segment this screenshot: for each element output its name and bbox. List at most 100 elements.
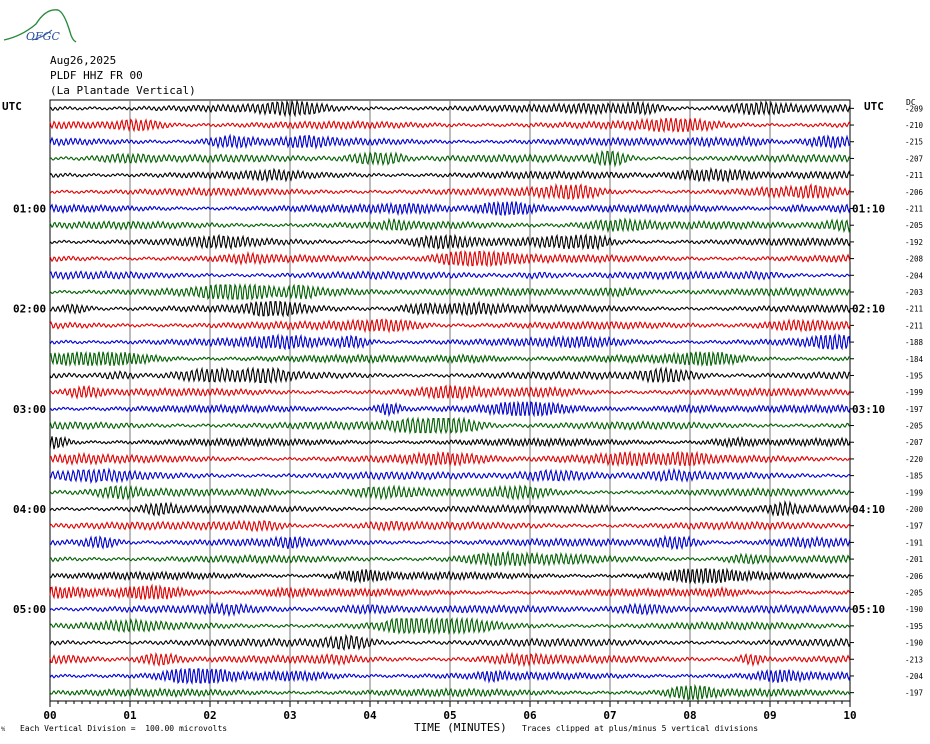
dc-offset-label: -190 — [905, 639, 924, 648]
left-hour-label: 03:00 — [13, 403, 46, 416]
x-tick-label: 08 — [683, 709, 696, 722]
dc-offset-label: -207 — [905, 438, 923, 447]
right-utc-label: UTC — [864, 100, 884, 113]
dc-offset-label: -213 — [905, 655, 923, 664]
x-tick-label: 04 — [363, 709, 377, 722]
station-location: (La Plantade Vertical) — [50, 84, 196, 97]
dc-label: DC — [906, 98, 916, 107]
x-tick-label: 02 — [203, 709, 216, 722]
left-hour-label: 02:00 — [13, 303, 46, 316]
scale-note: Each Vertical Division = 100.00 microvol… — [20, 724, 228, 733]
left-hour-label: 01:00 — [13, 203, 46, 216]
dc-offset-label: -200 — [905, 505, 924, 514]
station-code: PLDF HHZ FR 00 — [50, 69, 143, 82]
x-tick-label: 06 — [523, 709, 537, 722]
trace-line — [49, 667, 851, 685]
dc-offset-label: -197 — [905, 522, 923, 531]
dc-offset-label: -211 — [905, 305, 923, 314]
trace-line — [49, 467, 851, 485]
trace-line — [49, 99, 851, 118]
trace-line — [49, 166, 851, 184]
dc-offset-label: -211 — [905, 171, 923, 180]
x-tick-label: 05 — [443, 709, 456, 722]
x-tick-label: 07 — [603, 709, 616, 722]
clip-note: Traces clipped at plus/minus 5 vertical … — [522, 724, 759, 733]
dc-offset-label: -190 — [905, 605, 924, 614]
trace-line — [49, 400, 851, 418]
dc-offset-label: -192 — [905, 238, 923, 247]
trace-line — [49, 300, 851, 318]
trace-line — [49, 182, 851, 201]
trace-line — [49, 683, 851, 701]
trace-line — [49, 583, 851, 600]
dc-offset-label: -188 — [905, 338, 924, 347]
right-hour-label: 04:10 — [852, 503, 885, 516]
trace-line — [49, 601, 851, 618]
trace-line — [49, 519, 851, 533]
trace-line — [49, 567, 851, 585]
x-tick-label: 00 — [43, 709, 56, 722]
logo-mountain-icon — [3, 9, 77, 43]
trace-line — [49, 350, 851, 367]
logo-text: OFGC — [26, 30, 60, 43]
trace-line — [49, 200, 851, 217]
trace-line — [49, 282, 851, 301]
trace-line — [49, 384, 851, 401]
right-hour-label: 01:10 — [852, 203, 885, 216]
trace-line — [49, 133, 851, 150]
right-hour-label: 02:10 — [852, 303, 885, 316]
trace-line — [49, 366, 851, 384]
dc-offset-label: -195 — [905, 622, 923, 631]
right-hour-label: 03:10 — [852, 403, 885, 416]
trace-line — [49, 233, 851, 251]
trace-line — [49, 249, 851, 268]
dc-offset-label: -204 — [905, 271, 924, 280]
trace-line — [49, 217, 851, 234]
trace-line — [49, 149, 851, 168]
ofgc-logo: OFGC — [2, 4, 78, 44]
dc-offset-label: -206 — [905, 188, 924, 197]
dc-offset-label: -199 — [905, 488, 923, 497]
trace-line — [49, 450, 851, 468]
record-date: Aug26,2025 — [50, 54, 117, 67]
trace-line — [49, 117, 851, 134]
x-tick-label: 03 — [283, 709, 296, 722]
trace-line — [49, 332, 851, 351]
dc-offset-label: -211 — [905, 321, 923, 330]
dc-offset-label: -197 — [905, 689, 923, 698]
x-axis-title: TIME (MINUTES) — [414, 721, 507, 734]
footer-mark: ⅍ — [1, 725, 6, 733]
dc-offset-label: -205 — [905, 422, 923, 431]
trace-line — [49, 651, 851, 668]
x-tick-label: 01 — [123, 709, 137, 722]
dc-offset-label: -201 — [905, 555, 923, 564]
dc-offset-label: -191 — [905, 538, 923, 547]
trace-line — [49, 318, 851, 334]
trace-line — [49, 484, 851, 501]
trace-line — [49, 616, 851, 636]
dc-offset-label: -205 — [905, 588, 923, 597]
dc-offset-label: -203 — [905, 288, 923, 297]
dc-offset-label: -204 — [905, 672, 924, 681]
trace-line — [49, 534, 851, 551]
dc-offset-label: -220 — [905, 455, 924, 464]
trace-line — [49, 270, 850, 281]
dc-offset-label: -195 — [905, 371, 923, 380]
dc-offset-label: -184 — [905, 355, 924, 364]
dc-offset-label: -197 — [905, 405, 923, 414]
x-tick-label: 10 — [843, 709, 856, 722]
x-tick-label: 09 — [763, 709, 776, 722]
dc-offset-label: -211 — [905, 205, 923, 214]
dc-offset-label: -199 — [905, 388, 923, 397]
dc-offset-label: -208 — [905, 255, 924, 264]
trace-line — [49, 633, 851, 652]
right-hour-label: 05:10 — [852, 603, 885, 616]
left-hour-label: 04:00 — [13, 503, 46, 516]
dc-offset-label: -215 — [905, 138, 923, 147]
left-hour-label: 05:00 — [13, 603, 46, 616]
dc-offset-label: -210 — [905, 121, 924, 130]
dc-offset-label: -209 — [905, 104, 923, 113]
trace-line — [49, 416, 851, 435]
dc-offset-label: -205 — [905, 221, 923, 230]
